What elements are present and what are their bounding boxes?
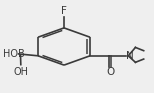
Text: B: B xyxy=(18,49,25,59)
Text: N: N xyxy=(126,51,134,61)
Text: OH: OH xyxy=(13,67,28,77)
Text: HO: HO xyxy=(3,49,18,59)
Text: O: O xyxy=(106,67,114,77)
Text: F: F xyxy=(61,6,67,16)
